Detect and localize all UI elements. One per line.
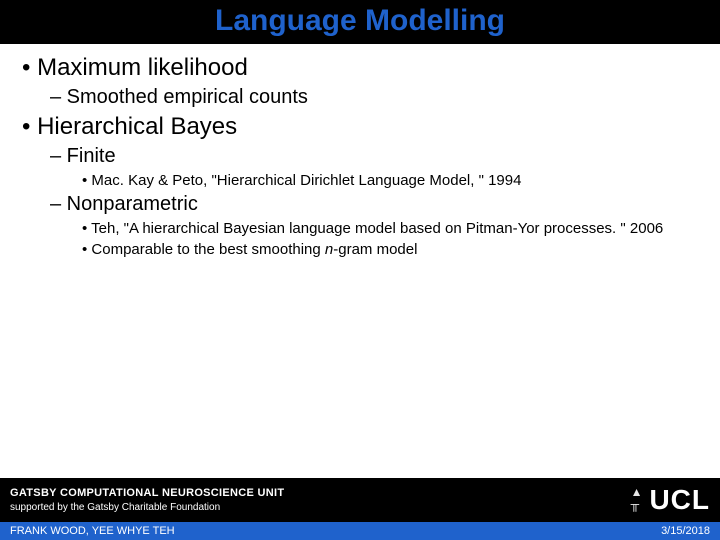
ucl-dome-icon: ▲╥ [631,486,644,510]
bullet-nonparametric: – Nonparametric [50,193,710,216]
ucl-logo: ▲╥ UCL [631,484,710,516]
bullet-hierarchical-bayes: • Hierarchical Bayes [22,113,710,141]
footer-bottom-bar: FRANK WOOD, YEE WHYE TEH 3/15/2018 [0,522,720,540]
footer-supported-by: supported by the Gatsby Charitable Found… [10,502,284,513]
text-suffix: -gram model [333,241,417,258]
slide-title: Language Modelling [0,0,720,44]
bullet-comparable-ngram: • Comparable to the best smoothing n-gra… [82,241,710,258]
bullet-mackay-peto: • Mac. Kay & Peto, "Hierarchical Dirichl… [82,172,710,189]
footer-unit-block: GATSBY COMPUTATIONAL NEUROSCIENCE UNIT s… [10,487,284,513]
footer-authors: FRANK WOOD, YEE WHYE TEH [10,525,175,537]
bullet-teh-2006: • Teh, "A hierarchical Bayesian language… [82,220,710,237]
text-prefix: • Comparable to the best smoothing [82,241,325,258]
footer-date: 3/15/2018 [661,525,710,537]
bullet-max-likelihood: • Maximum likelihood [22,54,710,82]
bullet-finite: – Finite [50,145,710,168]
text-italic-n: n [325,241,333,258]
slide-footer: GATSBY COMPUTATIONAL NEUROSCIENCE UNIT s… [0,478,720,540]
footer-unit-name: GATSBY COMPUTATIONAL NEUROSCIENCE UNIT [10,487,284,499]
ucl-logo-text: UCL [649,484,710,516]
slide-body: • Maximum likelihood – Smoothed empirica… [0,44,720,258]
bullet-smoothed-counts: – Smoothed empirical counts [50,86,710,109]
footer-top-bar: GATSBY COMPUTATIONAL NEUROSCIENCE UNIT s… [0,478,720,522]
